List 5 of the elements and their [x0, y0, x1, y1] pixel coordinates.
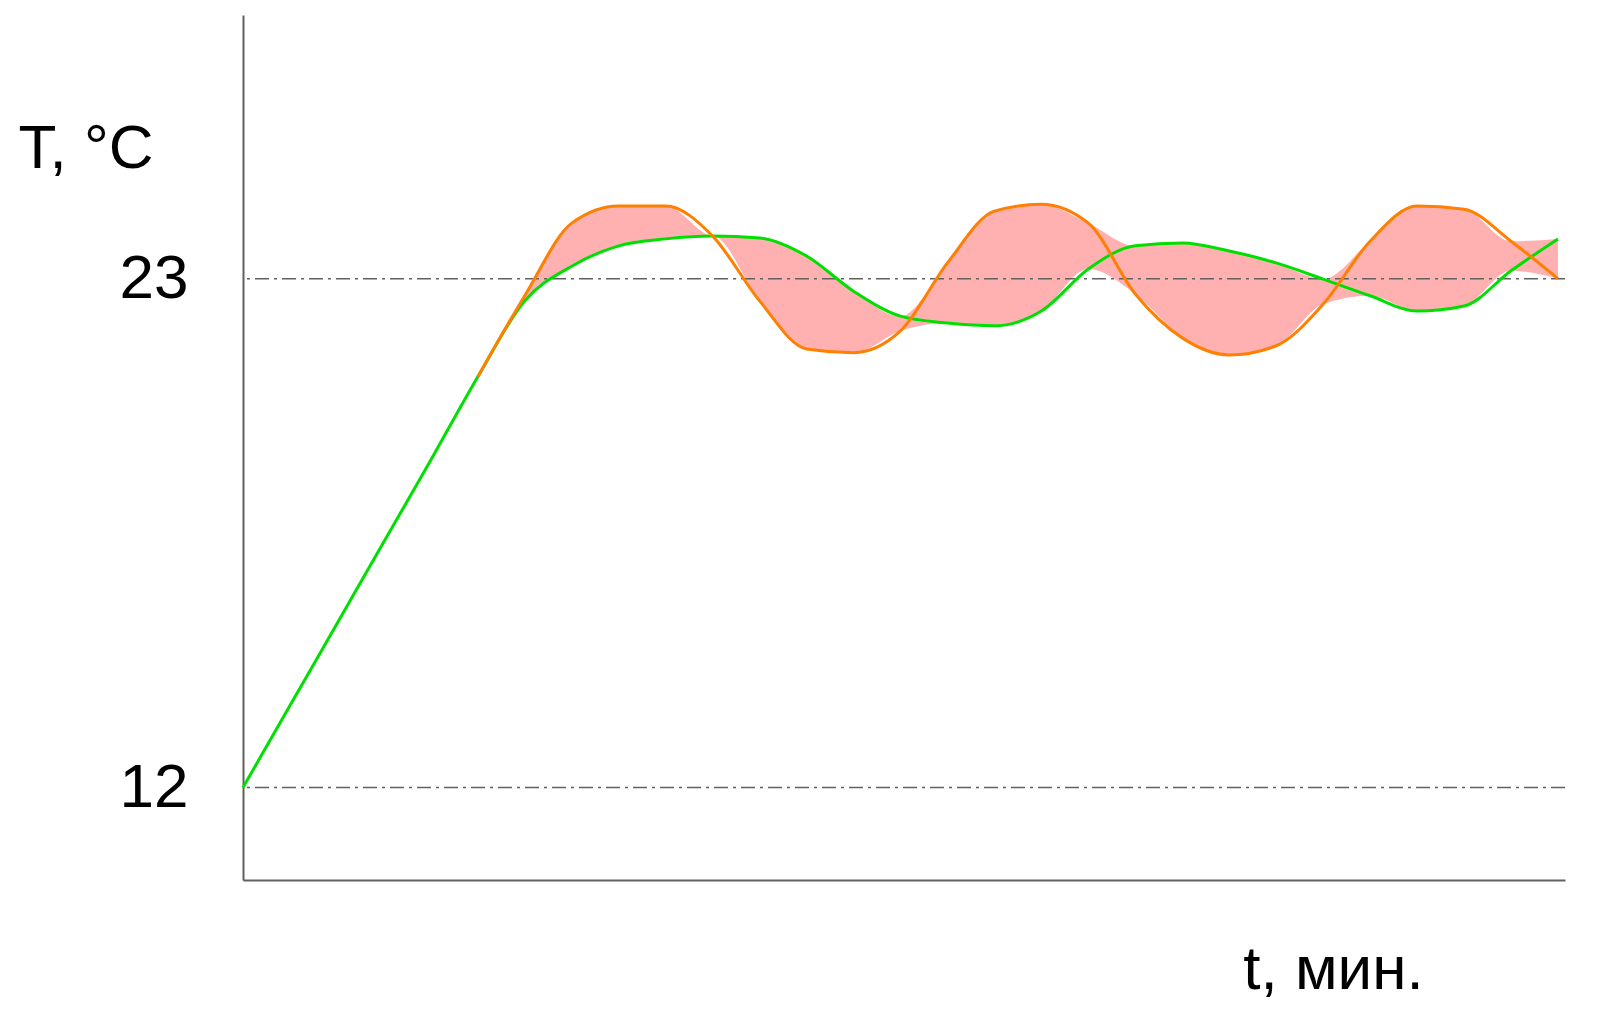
x-axis-title: t, мин.	[1243, 932, 1424, 1002]
y-axis-title: T, °C	[18, 111, 154, 181]
line-series	[241, 234, 1560, 789]
y-tick-label: 12	[119, 750, 189, 820]
y-tick-label: 23	[119, 242, 189, 312]
